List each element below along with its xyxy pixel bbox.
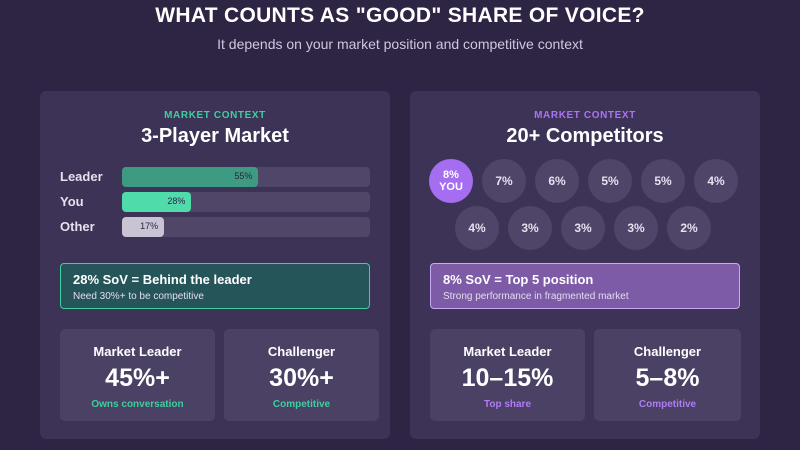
bar-value-label: 17% <box>140 221 159 231</box>
bubble-value-label: 6% <box>548 174 566 188</box>
callout-detail: Need 30%+ to be competitive <box>73 291 204 302</box>
panel-title: 20+ Competitors <box>506 125 664 147</box>
stat-card-leader: Market Leader 10–15% Top share <box>430 329 585 421</box>
bar-you: 28% <box>122 192 192 212</box>
bar-other: 17% <box>122 217 165 237</box>
bubble-competitor: 2% <box>667 206 711 250</box>
stat-label: Challenger <box>633 344 702 359</box>
bubble-value-label: 4% <box>707 174 725 188</box>
bubble-value-label: 4% <box>468 221 486 235</box>
stat-label: Market Leader <box>463 344 552 359</box>
sov-callout: 28% SoV = Behind the leader Need 30%+ to… <box>60 263 370 309</box>
bubble-value-label: 3% <box>627 221 645 235</box>
bar-row-you: You 28% <box>60 192 372 212</box>
callout-headline: 28% SoV = Behind the leader <box>73 272 252 287</box>
bubble-competitor: 6% <box>535 159 579 203</box>
bubble-competitor: 4% <box>694 159 738 203</box>
bubble-competitor: 7% <box>482 159 526 203</box>
bubble-value-label: 2% <box>680 221 698 235</box>
bar-track: 55% <box>122 167 370 187</box>
bar-row-other: Other 17% <box>60 217 372 237</box>
bar-row-leader: Leader 55% <box>60 167 372 187</box>
bubble-you: 8% YOU <box>429 159 473 203</box>
three-player-panel: MARKET CONTEXT 3-Player Market Leader 55%… <box>40 91 390 439</box>
panel-title: 3-Player Market <box>141 125 289 147</box>
callout-detail: Strong performance in fragmented market <box>443 291 629 302</box>
bar-value-label: 55% <box>234 171 253 181</box>
bubble-value-label: 5% <box>601 174 619 188</box>
market-context-label: MARKET CONTEXT <box>164 110 266 121</box>
stat-card-challenger: Challenger 30%+ Competitive <box>224 329 379 421</box>
stat-value: 10–15% <box>461 364 554 392</box>
bubble-value-label: 7% <box>495 174 513 188</box>
bubble-competitor: 5% <box>641 159 685 203</box>
bubble-competitor: 3% <box>561 206 605 250</box>
stat-card-leader: Market Leader 45%+ Owns conversation <box>60 329 215 421</box>
stat-value: 45%+ <box>105 364 170 392</box>
fragmented-market-panel: MARKET CONTEXT 20+ Competitors 8% YOU 7% 6%… <box>410 91 760 439</box>
bubble-sub-label: YOU <box>439 181 463 193</box>
bar-value-label: 28% <box>167 196 186 206</box>
bubble-competitor: 3% <box>508 206 552 250</box>
callout-headline: 8% SoV = Top 5 position <box>443 272 594 287</box>
stat-note: Competitive <box>638 399 697 410</box>
bar-track: 17% <box>122 217 370 237</box>
bar-category-label: Leader <box>60 169 103 184</box>
bar-track: 28% <box>122 192 370 212</box>
bubble-value-label: 8% <box>443 169 459 181</box>
sov-callout: 8% SoV = Top 5 position Strong performan… <box>430 263 740 309</box>
stat-label: Market Leader <box>93 344 182 359</box>
bubble-value-label: 5% <box>654 174 672 188</box>
stat-note: Competitive <box>272 399 331 410</box>
page-title: WHAT COUNTS AS "GOOD" SHARE OF VOICE? <box>155 4 645 27</box>
bubble-competitor: 5% <box>588 159 632 203</box>
stat-note: Owns conversation <box>91 399 184 410</box>
stat-card-challenger: Challenger 5–8% Competitive <box>594 329 741 421</box>
bubble-competitor: 3% <box>614 206 658 250</box>
stat-note: Top share <box>483 399 532 410</box>
bubble-competitor: 4% <box>455 206 499 250</box>
page-subtitle: It depends on your market position and c… <box>217 36 583 52</box>
bar-category-label: You <box>60 194 84 209</box>
stat-label: Challenger <box>267 344 336 359</box>
bubble-value-label: 3% <box>574 221 592 235</box>
market-context-label: MARKET CONTEXT <box>534 110 636 121</box>
stat-value: 30%+ <box>269 364 334 392</box>
bar-category-label: Other <box>60 219 95 234</box>
bar-leader: 55% <box>122 167 259 187</box>
stat-value: 5–8% <box>635 364 700 392</box>
bubble-value-label: 3% <box>521 221 539 235</box>
